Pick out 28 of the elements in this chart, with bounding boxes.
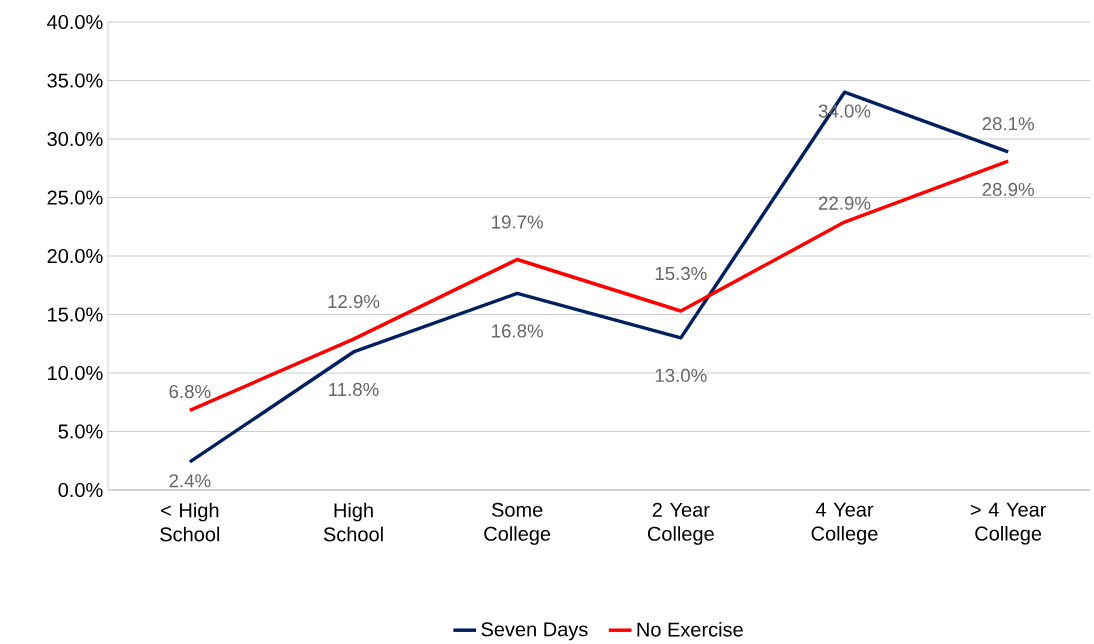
data-label: 11.8% bbox=[329, 382, 379, 397]
legend-label: Seven Days bbox=[481, 622, 588, 641]
legend-label: No Exercise bbox=[637, 622, 743, 637]
y-tick-label: 15.0% bbox=[48, 307, 103, 322]
data-label: 16.8% bbox=[492, 324, 543, 338]
data-label: 12.9% bbox=[328, 295, 380, 309]
data-label: 22.9% bbox=[818, 196, 871, 210]
x-tick-label: 2 Year College bbox=[647, 502, 714, 545]
data-label: 15.3% bbox=[655, 266, 707, 281]
y-tick-label: 30.0% bbox=[47, 132, 103, 147]
data-label: 28.1% bbox=[982, 117, 1034, 131]
x-tick-label: > 4 Year College bbox=[970, 502, 1047, 545]
x-tick-label: 4 Year College bbox=[811, 502, 878, 545]
y-tick-label: 10.0% bbox=[48, 366, 103, 381]
x-tick-label: High School bbox=[323, 502, 383, 542]
y-tick-label: 0.0% bbox=[58, 483, 103, 498]
y-tick-label: 5.0% bbox=[58, 424, 103, 439]
x-tick-label: < High School bbox=[160, 502, 220, 542]
y-tick-label: 20.0% bbox=[47, 249, 103, 264]
data-label: 6.8% bbox=[169, 385, 211, 399]
y-tick-label: 40.0% bbox=[47, 15, 103, 30]
y-tick-label: 25.0% bbox=[47, 190, 103, 205]
data-label: 2.4% bbox=[169, 474, 211, 488]
data-label: 28.9% bbox=[982, 182, 1034, 197]
x-tick-label: Some College bbox=[484, 502, 551, 545]
data-label: 13.0% bbox=[655, 368, 707, 383]
y-tick-label: 35.0% bbox=[47, 73, 103, 88]
data-label: 19.7% bbox=[492, 215, 543, 229]
